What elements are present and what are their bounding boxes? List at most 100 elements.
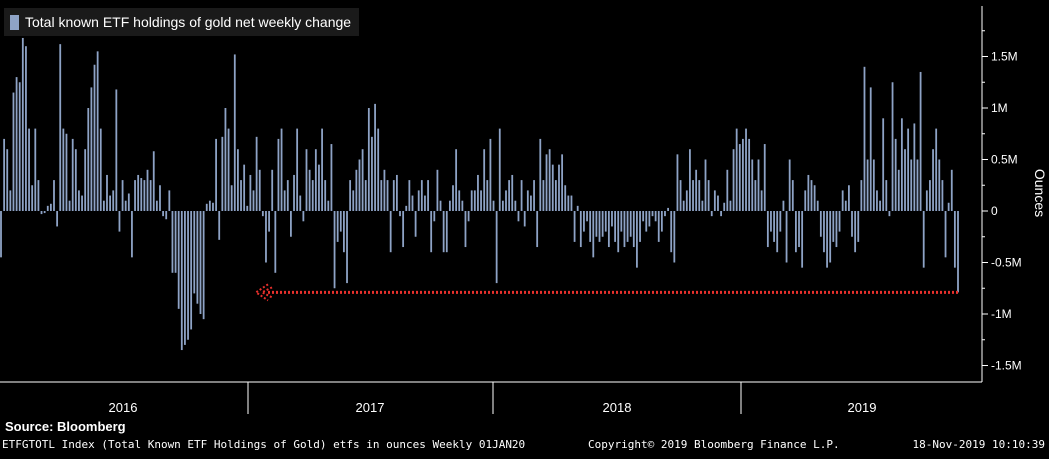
bar [90, 87, 93, 211]
bar [670, 211, 673, 253]
bar [427, 180, 429, 211]
bar [480, 190, 482, 211]
bar [517, 211, 520, 222]
legend-label: Total known ETF holdings of gold net wee… [25, 14, 352, 30]
bar [682, 200, 685, 211]
bar [498, 128, 501, 211]
bar [636, 211, 638, 268]
bar [857, 211, 860, 242]
bar [717, 195, 719, 211]
bar [364, 180, 367, 211]
bar [233, 54, 236, 211]
bar [598, 211, 601, 242]
bar [455, 149, 458, 211]
bar [18, 82, 21, 211]
bar [723, 202, 726, 211]
bar [489, 138, 492, 211]
bar [6, 149, 9, 211]
bar [558, 164, 560, 211]
y-axis: 1.5M 1M 0.5M 0 -0.5M -1M -1.5M Ounces [981, 6, 1048, 382]
bar [293, 174, 295, 211]
bar [180, 211, 183, 351]
bar [829, 211, 832, 263]
bar [536, 211, 539, 248]
bar [601, 211, 604, 237]
bar [623, 211, 626, 248]
bar [919, 71, 922, 211]
bar [841, 190, 844, 211]
bar [249, 174, 252, 211]
bar [193, 211, 196, 294]
bar [695, 169, 698, 211]
bar [950, 169, 953, 211]
bar [137, 174, 140, 211]
bar [152, 151, 155, 211]
bar [732, 149, 735, 211]
bar [430, 211, 433, 253]
bar [349, 180, 352, 211]
bar [31, 185, 34, 211]
bar [71, 138, 74, 211]
bar [632, 211, 635, 248]
bar [713, 190, 716, 211]
bar [848, 185, 850, 211]
bar [358, 159, 361, 211]
bar [751, 159, 754, 211]
bar [146, 169, 149, 211]
latest-change-arrow [254, 283, 958, 302]
bar [171, 211, 174, 273]
bar [726, 169, 729, 211]
bar [149, 180, 152, 211]
bar [879, 200, 881, 211]
bar [274, 211, 277, 273]
bar [424, 195, 426, 211]
bar-series [0, 37, 959, 351]
bar [720, 211, 722, 217]
x-tick-label: 2016 [109, 400, 138, 415]
bar [564, 185, 567, 211]
bar [93, 64, 96, 212]
bar [826, 211, 828, 268]
bar [897, 169, 900, 211]
bar [168, 190, 171, 211]
bar [461, 200, 464, 211]
bar [339, 211, 342, 232]
bar [773, 211, 775, 242]
bar [34, 128, 37, 211]
bar [355, 169, 358, 211]
bar [352, 190, 355, 211]
bar [729, 200, 732, 211]
arrow-head [254, 283, 269, 302]
legend-swatch [10, 14, 19, 30]
bar [433, 211, 436, 222]
bar [477, 174, 479, 211]
bar [882, 118, 885, 211]
bar [604, 211, 607, 232]
bar [286, 180, 289, 211]
bar [900, 118, 903, 211]
bar [53, 180, 55, 211]
bar [414, 211, 417, 237]
bar [854, 211, 857, 253]
bar [583, 211, 585, 232]
bar [215, 138, 217, 211]
source-label: Source: Bloomberg [5, 419, 126, 434]
bar [685, 190, 688, 211]
bar [336, 211, 339, 242]
bar [554, 180, 557, 211]
bar [299, 195, 302, 211]
bar [402, 211, 405, 248]
bar [947, 202, 950, 211]
bar [698, 180, 701, 211]
bar [548, 149, 551, 211]
bar [302, 211, 305, 222]
bar [701, 200, 704, 211]
bar [448, 200, 451, 211]
x-tick-label: 2017 [356, 400, 385, 415]
bar [530, 195, 532, 211]
bar [957, 211, 959, 293]
bar [910, 159, 913, 211]
bar [212, 202, 214, 211]
bar [526, 190, 529, 211]
bar [869, 87, 872, 211]
